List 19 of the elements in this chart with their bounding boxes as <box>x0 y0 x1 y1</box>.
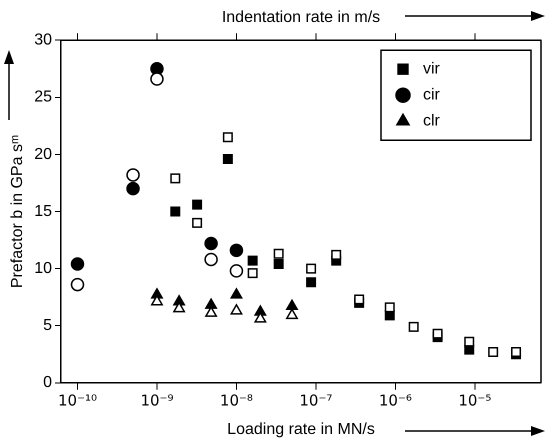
x-tick-label: 10⁻⁷ <box>299 392 332 410</box>
x-tick-label: 10⁻¹⁰ <box>58 392 98 410</box>
y-axis-title: Prefactor b in GPa sᵐ <box>9 134 26 288</box>
x2-axis-title: Indentation rate in m/s <box>222 9 380 26</box>
x-tick-label: 10⁻⁵ <box>458 392 492 410</box>
y-tick-label: 25 <box>34 88 52 106</box>
y-tick-label: 0 <box>43 374 52 392</box>
x-axis-title: Loading rate in MN/s <box>227 420 375 438</box>
x-tick-label: 10⁻⁶ <box>378 392 412 410</box>
y-tick-label: 20 <box>34 146 52 163</box>
legend-label: cir <box>423 86 441 104</box>
y-tick-label: 15 <box>34 202 52 220</box>
x-tick-label: 10⁻⁸ <box>220 392 253 410</box>
y-tick-label: 30 <box>34 32 52 49</box>
y-tick-label: 10 <box>34 260 52 278</box>
legend-label: vir <box>423 60 441 78</box>
x-tick-label: 10⁻⁹ <box>140 392 174 410</box>
legend-label: clr <box>423 112 441 130</box>
y-tick-label: 5 <box>43 317 52 334</box>
